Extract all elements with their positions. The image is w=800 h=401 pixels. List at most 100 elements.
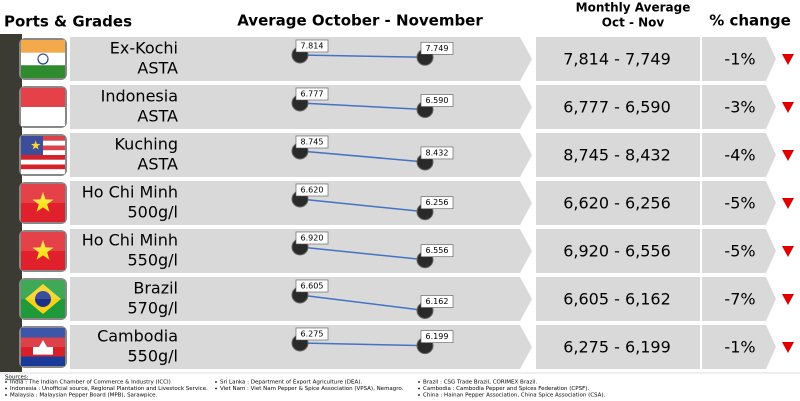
- flag-gloss: [21, 40, 65, 59]
- change-panel: [702, 85, 776, 129]
- nov-label: 8.432: [426, 148, 449, 157]
- port-name: Kuching: [114, 135, 178, 154]
- change-value: -1%: [724, 338, 755, 357]
- nov-label: 6.256: [426, 198, 449, 207]
- nov-label: 6.162: [426, 297, 449, 306]
- slope-line: [299, 342, 426, 347]
- flag-globe: [35, 291, 51, 307]
- price-range: 8,745 - 8,432: [563, 146, 671, 165]
- price-range: 6,920 - 6,556: [563, 242, 671, 261]
- flag-band: [21, 107, 65, 126]
- flag-gloss: [21, 136, 65, 155]
- label-box: [420, 196, 454, 210]
- slope-line: [299, 102, 426, 111]
- grade: 550g/l: [127, 251, 178, 270]
- oct-label: 6.777: [301, 90, 324, 99]
- flag-band: [21, 52, 65, 66]
- range-panel: [536, 325, 700, 369]
- bullet: [5, 394, 7, 396]
- label-box: [295, 183, 329, 197]
- range-panel: [536, 229, 700, 273]
- price-range: 6,605 - 6,162: [563, 290, 671, 309]
- slope-line: [299, 294, 426, 312]
- flag-band: [21, 40, 65, 53]
- label-box: [295, 279, 329, 293]
- label-box: [420, 94, 454, 107]
- change-value: -5%: [724, 194, 755, 213]
- source-item: Viet Nam : Viet Nam Pepper & Spice Assoc…: [220, 386, 404, 392]
- change-value: -1%: [724, 50, 755, 69]
- change-header: % change: [709, 12, 791, 30]
- change-value: -4%: [724, 146, 755, 165]
- average-header: Average October - November: [237, 12, 483, 30]
- label-box: [295, 327, 329, 341]
- grade: ASTA: [137, 107, 178, 126]
- flag-band: [21, 169, 65, 174]
- label-box: [295, 135, 329, 149]
- flag-star: [32, 240, 54, 260]
- change-value: -3%: [724, 98, 755, 117]
- pepper-strip: [0, 34, 22, 372]
- grade: 550g/l: [127, 347, 178, 366]
- flag-band: [21, 159, 65, 165]
- label-box: [295, 231, 329, 245]
- down-arrow: [782, 294, 794, 305]
- flag-band: [21, 155, 65, 160]
- label-box: [420, 146, 454, 160]
- label-box: [420, 244, 454, 258]
- grade: 570g/l: [127, 299, 178, 318]
- change-panel: [702, 181, 776, 225]
- price-range: 7,814 - 7,749: [563, 50, 671, 69]
- nov-label: 6.556: [426, 246, 449, 255]
- label-box: [420, 330, 454, 343]
- price-range: 6,275 - 6,199: [563, 338, 671, 357]
- bullet: [418, 394, 420, 396]
- flag-wheel: [37, 53, 49, 65]
- label-box: [420, 295, 454, 308]
- flag-star: [30, 140, 41, 150]
- label-box: [295, 39, 329, 53]
- port-name: Cambodia: [97, 327, 178, 346]
- sources-title: Sources:: [5, 375, 29, 381]
- flag-star: [32, 192, 54, 212]
- change-value: -5%: [724, 242, 755, 261]
- label-box: [420, 41, 454, 55]
- flag-band: [21, 88, 65, 107]
- change-panel: [702, 133, 776, 177]
- nov-label: 6.590: [426, 96, 449, 105]
- bullet: [418, 387, 420, 390]
- source-item: Malaysia : Malaysian Pepper Board (MPB),…: [10, 393, 157, 399]
- grade: 500g/l: [127, 203, 178, 222]
- port-name: Brazil: [133, 279, 178, 298]
- bullet: [215, 387, 217, 390]
- change-panel: [702, 277, 776, 321]
- oct-label: 6.275: [301, 330, 324, 339]
- slope-line: [299, 150, 426, 163]
- bullet: [215, 381, 217, 383]
- port-name: Indonesia: [101, 87, 178, 106]
- source-item: Cambodia : Cambodia Pepper and Spices Fe…: [423, 386, 589, 392]
- range-panel: [536, 133, 700, 177]
- price-range: 6,777 - 6,590: [563, 98, 671, 117]
- down-arrow: [782, 150, 794, 161]
- label-box: [295, 87, 329, 101]
- flag-canton: [21, 136, 43, 155]
- down-arrow: [782, 102, 794, 113]
- flag-gloss: [21, 328, 65, 347]
- monthly-header: Monthly Average: [576, 1, 691, 15]
- range-panel: [536, 181, 700, 225]
- flag-gloss: [21, 184, 65, 203]
- change-panel: [702, 37, 776, 81]
- slope-line: [299, 198, 426, 213]
- down-arrow: [782, 198, 794, 209]
- oct-label: 6.605: [301, 282, 324, 291]
- slope-line: [299, 246, 426, 261]
